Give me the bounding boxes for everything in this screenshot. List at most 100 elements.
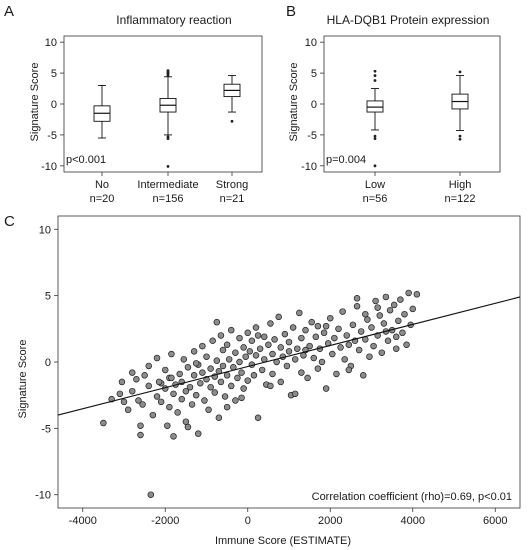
x-tick-label: 0: [245, 515, 251, 527]
panel-b-p-value: p=0.004: [326, 154, 366, 166]
scatter-point: [223, 403, 231, 411]
scatter-point: [232, 349, 239, 356]
scatter-point: [225, 356, 233, 363]
x-category-count: n=156: [153, 193, 184, 205]
scatter-point: [129, 369, 136, 376]
scatter-point: [254, 414, 262, 421]
scatter-point: [327, 314, 334, 322]
scatter-point: [372, 297, 379, 305]
scatter-point: [199, 342, 206, 350]
scatter-point: [215, 414, 223, 421]
scatter-point: [331, 334, 338, 342]
scatter-point: [339, 308, 346, 315]
scatter-point: [360, 372, 367, 379]
y-tick-label: -10: [35, 490, 51, 502]
scatter-point: [403, 341, 410, 348]
scatter-point: [252, 324, 260, 331]
y-tick-label: 10: [305, 37, 317, 49]
scatter-point: [213, 357, 221, 364]
outlier-point: [373, 74, 377, 77]
scatter-point: [188, 401, 196, 408]
scatter-point: [289, 324, 297, 331]
scatter-point: [190, 372, 198, 379]
scatter-point: [184, 423, 192, 431]
panel-b-boxplot: B HLA-DQB1 Protein expression Signature …: [286, 3, 501, 205]
scatter-point: [197, 379, 204, 387]
scatter-point: [137, 422, 144, 429]
scatter-point: [149, 411, 157, 419]
scatter-point: [265, 341, 272, 348]
x-category-label: Intermediate: [137, 179, 198, 191]
scatter-point: [228, 326, 235, 334]
scatter-point: [349, 321, 357, 329]
y-tick-label: 5: [45, 291, 51, 303]
outlier-point: [373, 69, 377, 73]
scatter-point: [378, 349, 386, 356]
scatter-point: [129, 387, 136, 395]
scatter-point: [357, 328, 365, 335]
scatter-point: [209, 337, 216, 345]
scatter-point: [203, 353, 210, 360]
scatter-point: [139, 401, 146, 408]
scatter-point: [405, 289, 412, 297]
scatter-point: [207, 365, 214, 372]
scatter-point: [118, 378, 126, 386]
scatter-point: [267, 320, 274, 327]
scatter-point: [291, 356, 299, 363]
scatter-point: [248, 337, 256, 345]
panel-b-y-axis-label: Signature Score: [288, 63, 300, 142]
scatter-point: [174, 409, 181, 416]
scatter-point: [376, 312, 384, 319]
outlier-point: [458, 70, 462, 74]
x-category-label: High: [449, 179, 472, 191]
scatter-point: [275, 313, 282, 321]
scatter-point: [205, 406, 212, 414]
scatter-point: [190, 348, 198, 355]
scatter-point: [116, 390, 124, 398]
scatter-point: [145, 362, 153, 370]
scatter-point: [170, 390, 177, 398]
y-tick-label: 10: [45, 37, 57, 49]
scatter-point: [240, 344, 247, 351]
scatter-point: [302, 326, 309, 334]
scatter-point: [170, 433, 177, 440]
scatter-point: [393, 333, 400, 341]
outlier-point: [373, 137, 377, 141]
scatter-point: [333, 370, 340, 378]
scatter-point: [281, 330, 289, 338]
scatter-point: [166, 403, 173, 411]
scatter-point: [178, 395, 186, 403]
scatter-point: [195, 430, 202, 437]
scatter-point: [124, 406, 132, 414]
y-tick-label: 0: [45, 357, 51, 369]
panel-a-boxplot: A Inflammatory reaction Signature Score …: [4, 3, 263, 205]
scatter-point: [137, 431, 144, 439]
scatter-point: [393, 345, 400, 352]
panel-a-p-value: p<0.001: [66, 154, 106, 166]
outlier-point: [166, 137, 170, 141]
scatter-point: [298, 334, 305, 342]
scatter-point: [345, 366, 353, 374]
scatter-point: [374, 304, 381, 311]
scatter-point: [267, 382, 274, 390]
scatter-point: [199, 369, 206, 376]
x-category-count: n=122: [445, 193, 476, 205]
y-tick-label: 0: [311, 99, 317, 111]
scatter-point: [382, 293, 390, 301]
scatter-point: [153, 393, 161, 400]
scatter-point: [298, 369, 305, 376]
scatter-point: [244, 329, 252, 337]
scatter-point: [221, 393, 229, 400]
trend-line: [57, 296, 521, 416]
y-tick-label: -5: [307, 130, 317, 142]
scatter-point: [223, 372, 231, 379]
scatter-point: [283, 362, 291, 370]
x-category-label: Low: [365, 179, 385, 191]
outlier-point: [458, 137, 462, 141]
scatter-point: [182, 418, 190, 425]
panel-letter-b: B: [286, 3, 296, 20]
y-tick-label: 5: [51, 68, 57, 80]
scatter-point: [285, 348, 293, 355]
scatter-point: [135, 397, 142, 404]
scatter-point: [310, 354, 318, 362]
